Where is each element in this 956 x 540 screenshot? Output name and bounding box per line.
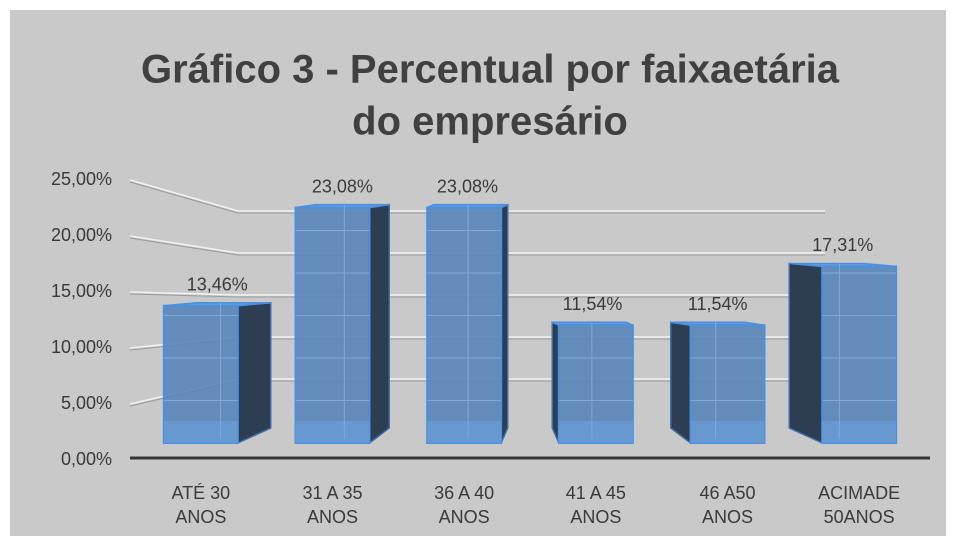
value-label: 23,08% — [437, 176, 498, 196]
x-tick-label: ATÉ 30 — [171, 483, 230, 503]
bar-side — [788, 262, 823, 445]
x-tick-label: ANOS — [307, 507, 358, 527]
y-tick-label: 20,00% — [51, 225, 112, 245]
y-tick-label: 0,00% — [61, 449, 112, 469]
bar-front — [821, 265, 898, 444]
x-tick-label: 41 A 45 — [566, 483, 626, 503]
bar-front — [294, 206, 371, 444]
bar-side — [237, 301, 272, 445]
chart-title: do empresário — [352, 100, 628, 144]
bar-base — [163, 421, 238, 443]
grid-line — [129, 179, 825, 212]
value-label: 11,54% — [688, 294, 748, 314]
bar-base — [822, 421, 897, 443]
x-tick-label: ACIMADE — [818, 483, 900, 503]
bar — [551, 321, 634, 444]
x-tick-label: ANOS — [702, 507, 753, 527]
x-tick-label: 46 A50 — [699, 483, 755, 503]
grid-shadow — [129, 181, 825, 214]
y-tick-label: 15,00% — [51, 281, 112, 301]
bar — [670, 321, 766, 445]
bar-base — [558, 421, 633, 443]
grid-line — [129, 291, 825, 296]
bar-base — [295, 421, 370, 443]
y-tick-label: 25,00% — [51, 169, 112, 189]
bar — [788, 262, 898, 445]
x-tick-label: 50ANOS — [824, 507, 895, 527]
grid-line — [129, 235, 825, 254]
x-tick-label: 31 A 35 — [302, 483, 362, 503]
value-label: 17,31% — [812, 235, 873, 255]
bar — [162, 301, 272, 445]
bar — [294, 203, 390, 445]
x-tick-label: ANOS — [439, 507, 490, 527]
grid-shadow — [129, 237, 825, 256]
x-tick-label: ANOS — [175, 507, 226, 527]
value-label: 23,08% — [312, 176, 373, 196]
chart-title: Gráfico 3 - Percentual por faixaetária — [141, 48, 840, 92]
value-label: 13,46% — [187, 274, 248, 294]
bar-side — [670, 321, 692, 445]
bar-base — [427, 421, 502, 443]
y-tick-label: 10,00% — [51, 337, 112, 357]
x-tick-label: 36 A 40 — [434, 483, 494, 503]
grid-shadow — [129, 293, 825, 298]
bar — [426, 203, 509, 444]
y-tick-label: 5,00% — [61, 393, 112, 413]
bar-side — [368, 203, 390, 445]
x-tick-label: ANOS — [570, 507, 621, 527]
bar-front — [426, 206, 503, 444]
bar-base — [690, 421, 765, 443]
value-label: 11,54% — [563, 294, 623, 314]
